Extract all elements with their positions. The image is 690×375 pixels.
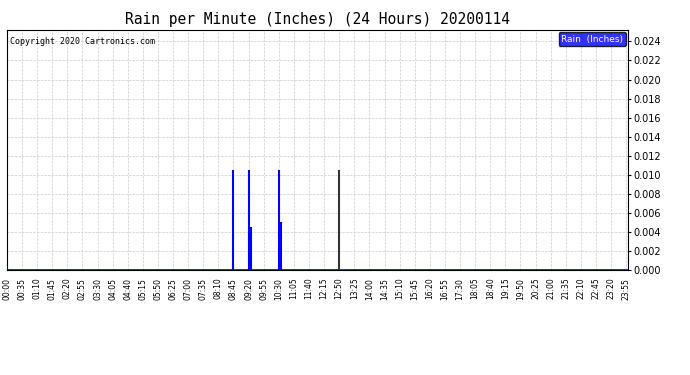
Title: Rain per Minute (Inches) (24 Hours) 20200114: Rain per Minute (Inches) (24 Hours) 2020… — [125, 12, 510, 27]
Legend: Rain  (Inches): Rain (Inches) — [559, 32, 626, 46]
Text: Copyright 2020 Cartronics.com: Copyright 2020 Cartronics.com — [10, 37, 155, 46]
